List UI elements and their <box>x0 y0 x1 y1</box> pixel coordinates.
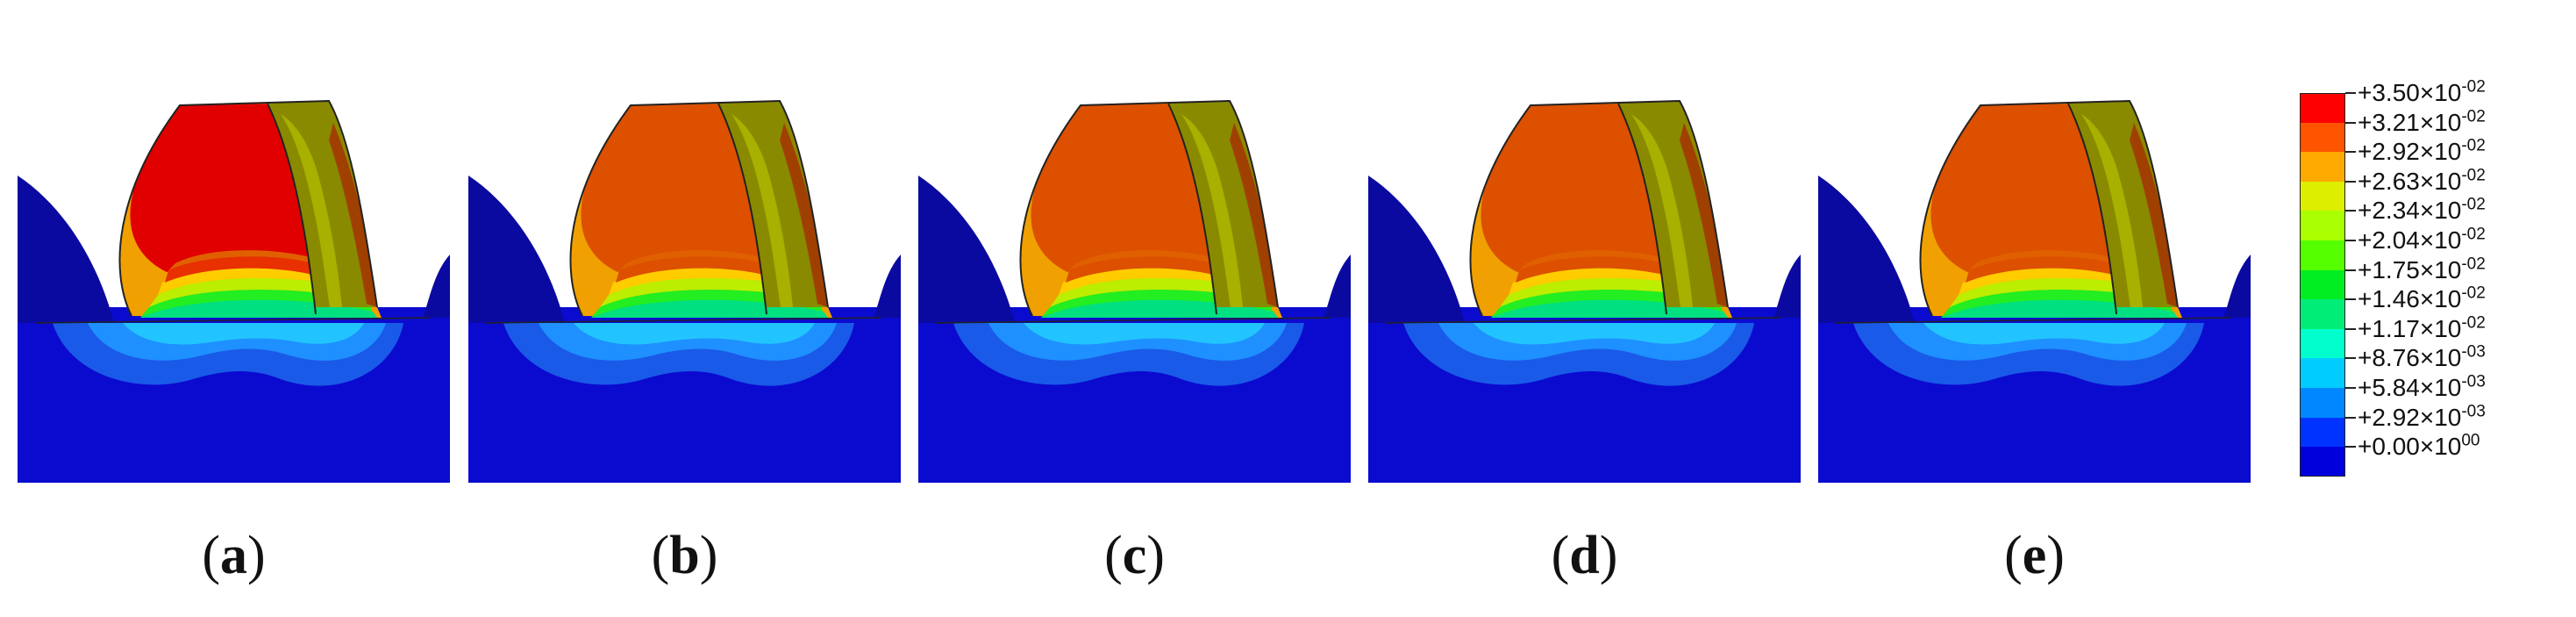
legend-label: +5.84×10-03 <box>2358 372 2486 401</box>
legend-label: +2.63×10-02 <box>2358 166 2486 195</box>
panel-caption: (d) <box>1551 526 1618 585</box>
panel-caption: (b) <box>651 526 718 585</box>
contour-panel-b <box>468 88 901 483</box>
legend-tick <box>2345 121 2356 124</box>
legend-tick <box>2345 151 2356 154</box>
legend-label: +2.92×10-03 <box>2358 402 2486 431</box>
legend-tick <box>2345 387 2356 389</box>
legend-tick <box>2345 327 2356 330</box>
legend-label: +2.34×10-02 <box>2358 196 2486 225</box>
legend-tick <box>2345 446 2356 448</box>
legend-swatch <box>2300 122 2345 153</box>
legend-label: +8.76×10-03 <box>2358 343 2486 372</box>
panel-caption: (a) <box>202 526 266 585</box>
legend-tick <box>2345 210 2356 212</box>
legend-tick <box>2345 269 2356 271</box>
legend-swatch <box>2300 152 2345 182</box>
legend-label: +2.04×10-02 <box>2358 225 2486 254</box>
legend-swatch <box>2300 181 2345 212</box>
legend-swatch <box>2300 358 2345 388</box>
legend-tick <box>2345 180 2356 183</box>
contour-panel-d <box>1368 88 1801 483</box>
panel-caption: (e) <box>2004 526 2065 585</box>
legend-tick <box>2345 92 2356 94</box>
legend-label: +3.50×10-02 <box>2358 77 2486 106</box>
legend-label: +1.75×10-02 <box>2358 255 2486 283</box>
legend-tick <box>2345 298 2356 301</box>
legend-swatch <box>2300 240 2345 270</box>
legend-label: +1.17×10-02 <box>2358 313 2486 342</box>
legend-swatch <box>2300 299 2345 329</box>
legend-swatch <box>2300 328 2345 359</box>
legend-tick <box>2345 357 2356 360</box>
contour-panel-c <box>918 88 1351 483</box>
legend-tick <box>2345 416 2356 419</box>
legend-label: +0.00×1000 <box>2358 431 2480 461</box>
legend-swatch <box>2300 269 2345 300</box>
legend-label: +2.92×10-02 <box>2358 136 2486 166</box>
contour-panel-e <box>1818 88 2251 483</box>
contour-panel-a <box>18 88 450 483</box>
panel-caption: (c) <box>1104 526 1165 585</box>
legend-swatch <box>2300 417 2345 448</box>
legend-swatch <box>2300 388 2345 418</box>
legend-swatch <box>2300 447 2345 477</box>
color-legend: +3.50×10-02 +3.21×10-02 +2.92×10-02 +2.63×1… <box>2300 79 2563 477</box>
legend-swatch <box>2300 93 2345 123</box>
legend-label: +3.21×10-02 <box>2358 107 2486 136</box>
legend-swatch <box>2300 211 2345 240</box>
legend-label: +1.46×10-02 <box>2358 283 2486 313</box>
legend-tick <box>2345 240 2356 241</box>
